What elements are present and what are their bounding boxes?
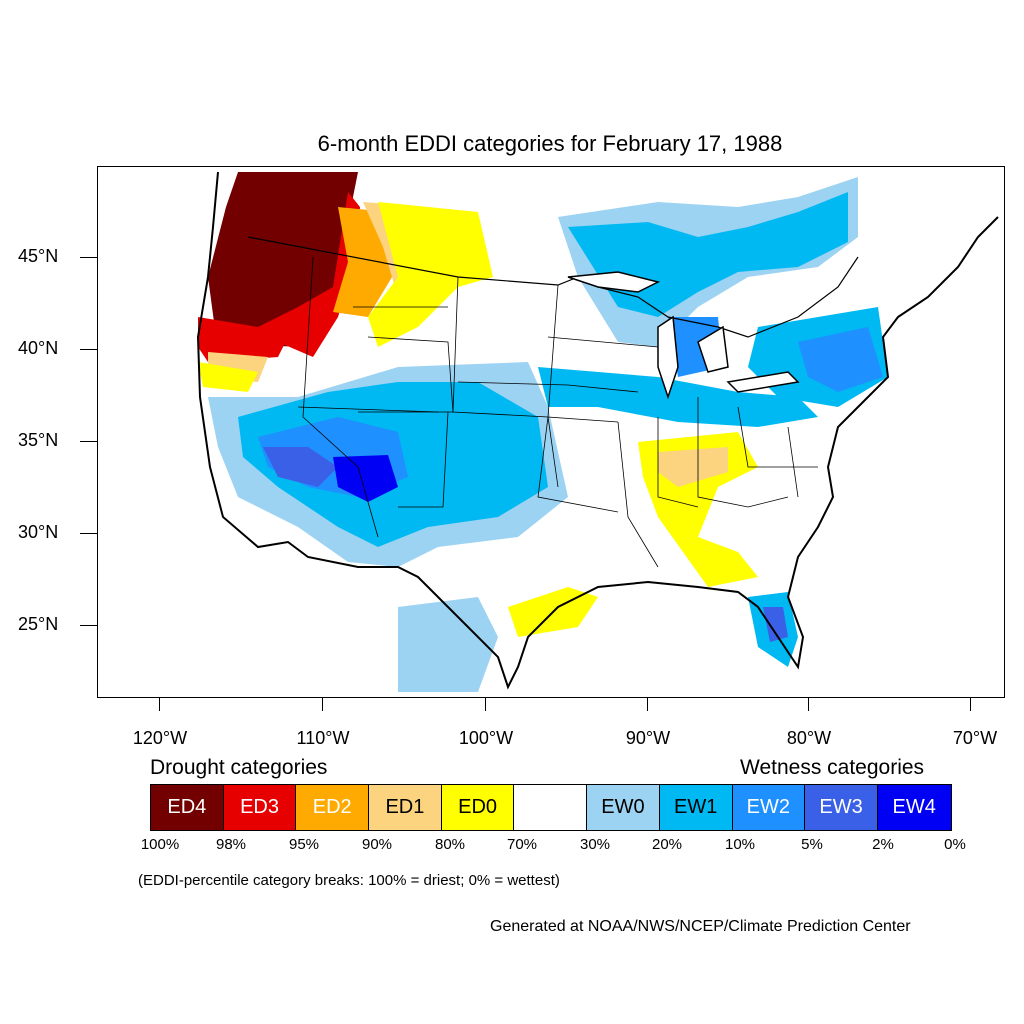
- legend-label: ED0: [458, 796, 498, 818]
- lon-label-110: 110°W: [296, 728, 350, 748]
- region-ew4-colorado-plateau: [333, 455, 398, 502]
- category-legend: ED4 ED3 ED2 ED1 ED0 EW0 EW1 EW2 EW3 EW4: [150, 784, 952, 831]
- lat-label-30: 30°N: [18, 522, 59, 542]
- map-title: 6-month EDDI categories for February 17,…: [317, 131, 783, 156]
- lon-tick: [159, 697, 160, 711]
- legend-box-ed3: ED3: [223, 785, 297, 830]
- lat-tick: [80, 257, 97, 258]
- legend-box-neutral: [514, 785, 588, 830]
- legend-label: EW3: [819, 796, 863, 818]
- eddi-map: [97, 166, 1005, 698]
- region-ew3-florida: [763, 607, 788, 642]
- lat-tick: [80, 441, 97, 442]
- break-label: 95%: [288, 836, 320, 853]
- legend-label: ED3: [240, 796, 279, 818]
- legend-label: ED1: [385, 796, 425, 818]
- region-ed0-oregon: [198, 362, 258, 392]
- lat-label-35: 35°N: [18, 430, 59, 450]
- legend-box-ed1: ED1: [369, 785, 442, 830]
- break-label: 30%: [579, 836, 611, 853]
- lon-tick: [322, 697, 323, 711]
- legend-box-ew0: EW0: [587, 785, 660, 830]
- region-ed0-montana: [368, 202, 493, 347]
- legend-box-ew3: EW3: [805, 785, 878, 830]
- legend-label: EW2: [746, 796, 791, 818]
- great-lakes: [567, 271, 800, 400]
- region-ed3-northwest: [258, 192, 360, 357]
- lat-tick: [80, 533, 97, 534]
- drought-heading: Drought categories: [150, 756, 328, 779]
- legend-box-ed2: ED2: [296, 785, 370, 830]
- legend-label: ED2: [312, 796, 352, 818]
- map-canvas: [196, 171, 999, 692]
- break-label: 0%: [944, 836, 966, 853]
- lon-tick: [647, 697, 648, 711]
- legend-label: EW1: [673, 796, 718, 818]
- lon-label-120: 120°W: [132, 728, 188, 748]
- lon-tick: [970, 697, 971, 711]
- canada-border: [247, 236, 859, 338]
- lon-label-90: 90°W: [625, 728, 671, 748]
- region-ed3-oregon: [198, 317, 288, 362]
- credit-line: Generated at NOAA/NWS/NCEP/Climate Predi…: [490, 918, 911, 935]
- wetness-heading: Wetness categories: [740, 756, 925, 779]
- break-label: 10%: [724, 836, 756, 853]
- lon-label-70: 70°W: [952, 728, 998, 748]
- legend-box-ed4: ED4: [151, 785, 224, 830]
- region-ew1-midwest: [538, 367, 818, 427]
- region-ew0-mexico: [398, 597, 498, 692]
- lat-label-25: 25°N: [18, 614, 59, 634]
- lat-tick: [80, 349, 97, 350]
- legend-box-ew4: EW4: [877, 785, 951, 830]
- legend-box-ew2: EW2: [732, 785, 806, 830]
- lon-label-80: 80°W: [786, 728, 832, 748]
- region-ew3-southwest: [263, 447, 338, 487]
- break-label: 70%: [506, 836, 538, 853]
- legend-label: EW0: [601, 796, 645, 818]
- lon-label-100: 100°W: [458, 728, 514, 748]
- coastline-outline: [196, 171, 999, 690]
- region-ew2-northeast: [798, 327, 883, 392]
- lat-label-40: 40°N: [18, 338, 59, 358]
- break-label: 20%: [651, 836, 683, 853]
- break-label: 80%: [434, 836, 466, 853]
- break-label: 5%: [801, 836, 823, 853]
- category-note: (EDDI-percentile category breaks: 100% =…: [138, 872, 560, 889]
- break-label: 2%: [872, 836, 894, 853]
- lon-tick: [808, 697, 809, 711]
- lon-tick: [485, 697, 486, 711]
- legend-label: ED4: [167, 796, 207, 818]
- legend-box-ew1: EW1: [659, 785, 733, 830]
- legend-label: EW4: [892, 796, 936, 818]
- region-ed1-ohio-valley: [658, 447, 728, 487]
- lat-label-45: 45°N: [18, 246, 59, 266]
- break-label: 100%: [140, 836, 180, 853]
- state-lines: [297, 256, 818, 568]
- legend-box-ed0: ED0: [441, 785, 515, 830]
- break-label: 98%: [215, 836, 247, 853]
- lat-tick: [80, 625, 97, 626]
- break-label: 90%: [361, 836, 393, 853]
